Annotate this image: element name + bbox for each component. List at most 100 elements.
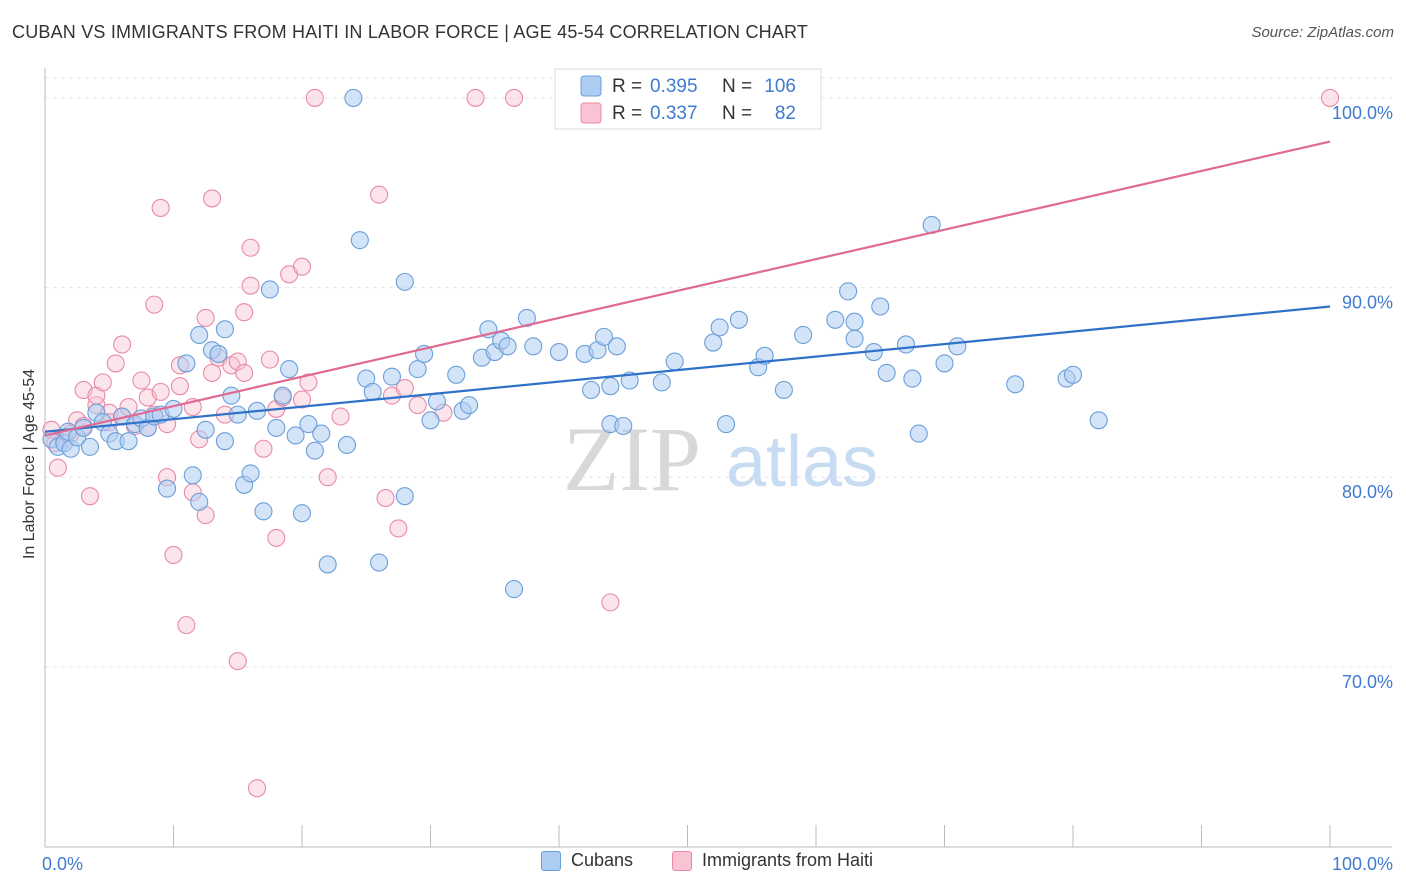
data-point-cubans [935, 354, 954, 373]
data-point-cubans [1063, 365, 1083, 384]
legend-label-haiti: Immigrants from Haiti [702, 850, 874, 870]
data-point-haiti [370, 185, 389, 204]
legend-item-haiti: Immigrants from Haiti [672, 850, 873, 871]
data-point-cubans [948, 337, 967, 356]
watermark-zip: ZIP [563, 408, 701, 510]
trend-lines [44, 140, 1331, 437]
source-label: Source: ZipAtlas.com [1251, 24, 1394, 41]
data-point-cubans [196, 420, 215, 439]
data-point-haiti [203, 189, 222, 208]
trend-line-haiti [44, 140, 1331, 437]
data-point-haiti [164, 545, 183, 565]
legend-swatch-cubans [541, 850, 561, 871]
data-point-haiti [254, 439, 273, 458]
data-point-haiti [376, 489, 395, 508]
data-point-cubans [652, 373, 671, 392]
data-point-cubans [183, 466, 202, 485]
data-point-cubans [292, 504, 312, 523]
data-point-haiti [292, 257, 312, 276]
data-point-cubans [209, 344, 228, 363]
data-point-cubans [704, 333, 723, 352]
data-point-cubans [601, 377, 620, 396]
data-point-cubans [427, 392, 446, 411]
data-point-haiti [504, 88, 524, 107]
data-point-cubans [177, 354, 196, 373]
data-point-haiti [466, 88, 485, 107]
data-point-cubans [1006, 375, 1025, 394]
data-point-haiti [113, 335, 132, 354]
legend-r-label: R = [612, 76, 642, 97]
data-point-cubans [254, 502, 273, 521]
data-point-cubans [710, 318, 729, 337]
data-point-cubans [273, 386, 292, 405]
legend-n-value: 106 [764, 76, 796, 97]
data-point-cubans [826, 310, 845, 329]
data-point-cubans [241, 464, 260, 483]
trend-line-cubans [44, 305, 1331, 433]
data-point-haiti [260, 350, 279, 369]
data-point-haiti [235, 363, 254, 382]
data-point-cubans [1089, 411, 1108, 430]
data-point-cubans [909, 424, 928, 443]
data-point-haiti [601, 593, 620, 612]
data-point-cubans [498, 337, 517, 356]
data-point-cubans [614, 416, 633, 436]
data-point-cubans [215, 432, 234, 451]
data-point-haiti [106, 354, 125, 373]
y-tick-label: 90.0% [1342, 293, 1393, 313]
y-tick-label: 80.0% [1342, 482, 1393, 502]
data-point-cubans [260, 280, 279, 299]
legend-r-label: R = [612, 103, 642, 124]
stats-legend: R = 0.395 N = 106 R = 0.337 N = 82 [554, 68, 822, 130]
data-point-haiti [196, 308, 215, 327]
data-point-cubans [337, 435, 357, 455]
axis-labels: 70.0% 80.0% 90.0% 100.0% 0.0% 100.0% [42, 103, 1393, 874]
data-point-cubans [665, 352, 684, 371]
y-axis-title: In Labor Force | Age 45-54 [21, 369, 38, 559]
data-point-cubans [729, 310, 748, 329]
axes [44, 68, 1392, 848]
data-point-haiti [145, 295, 164, 314]
data-point-haiti [203, 363, 222, 382]
data-point-haiti [48, 458, 67, 477]
data-point-cubans [190, 325, 209, 345]
watermark-atlas: atlas [726, 422, 878, 502]
data-point-cubans [839, 282, 858, 301]
legend-n-value: 82 [775, 103, 796, 124]
data-point-haiti [331, 407, 350, 426]
data-point-cubans [164, 399, 183, 418]
data-point-cubans [774, 380, 793, 400]
data-point-haiti [93, 373, 112, 392]
data-point-cubans [267, 418, 286, 437]
data-point-cubans [222, 386, 241, 405]
data-point-cubans [845, 312, 864, 331]
legend-swatch-cubans [580, 75, 602, 97]
data-point-cubans [119, 432, 138, 451]
data-point-haiti [299, 373, 318, 392]
legend-n-label: N = [722, 103, 752, 124]
data-point-cubans [582, 380, 601, 400]
data-point-cubans [395, 487, 414, 506]
data-point-cubans [549, 342, 569, 362]
data-point-haiti [80, 487, 100, 506]
y-tick-label: 100.0% [1332, 103, 1393, 123]
legend-item-cubans: Cubans [541, 850, 633, 871]
data-point-haiti [267, 528, 286, 547]
data-point-cubans [421, 411, 440, 430]
data-point-cubans [896, 335, 916, 354]
data-point-cubans [363, 382, 382, 401]
y-tick-label: 70.0% [1342, 672, 1393, 692]
data-point-cubans [215, 320, 234, 339]
data-point-cubans [594, 327, 614, 346]
data-point-haiti [177, 616, 196, 635]
x-tick-label: 100.0% [1332, 854, 1393, 874]
data-point-cubans [305, 441, 324, 460]
data-point-cubans [382, 367, 402, 386]
data-point-cubans [318, 555, 337, 574]
legend-r-value: 0.395 [650, 76, 698, 97]
data-point-cubans [158, 479, 177, 498]
data-point-cubans [350, 231, 369, 250]
data-point-cubans [845, 329, 864, 348]
data-point-haiti [1320, 88, 1340, 107]
